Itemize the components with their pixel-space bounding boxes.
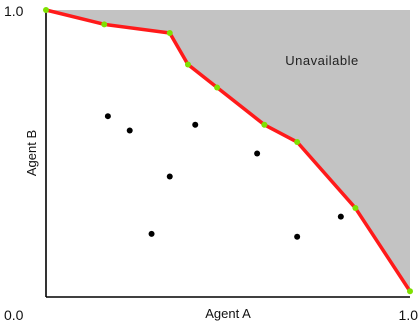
data-point [192, 121, 199, 128]
frontier-point [184, 61, 191, 68]
x-tick-label-right: 1.0 [399, 307, 419, 323]
frontier-point [43, 7, 49, 13]
data-point [337, 213, 344, 220]
data-point [126, 127, 133, 134]
unavailable-region [46, 10, 410, 292]
data-point [294, 233, 301, 240]
frontier-point [407, 288, 413, 295]
data-point [254, 150, 261, 157]
frontier-point [214, 84, 221, 91]
data-point [166, 173, 173, 180]
frontier-point [352, 205, 359, 212]
axes [45, 8, 410, 298]
y-axis-label: Agent B [24, 130, 39, 176]
x-axis-label: Agent A [205, 306, 251, 321]
region-label: Unavailable [285, 53, 358, 68]
data-point [148, 230, 155, 237]
frontier-point [294, 139, 301, 146]
frontier-point [101, 21, 108, 28]
frontier-point [261, 121, 268, 128]
x-tick-label-left: 0.0 [4, 307, 24, 323]
data-points [104, 113, 344, 240]
frontier-point [166, 29, 173, 36]
y-tick-label-top: 1.0 [4, 3, 24, 19]
data-point [104, 113, 111, 120]
frontier-points [43, 7, 413, 295]
